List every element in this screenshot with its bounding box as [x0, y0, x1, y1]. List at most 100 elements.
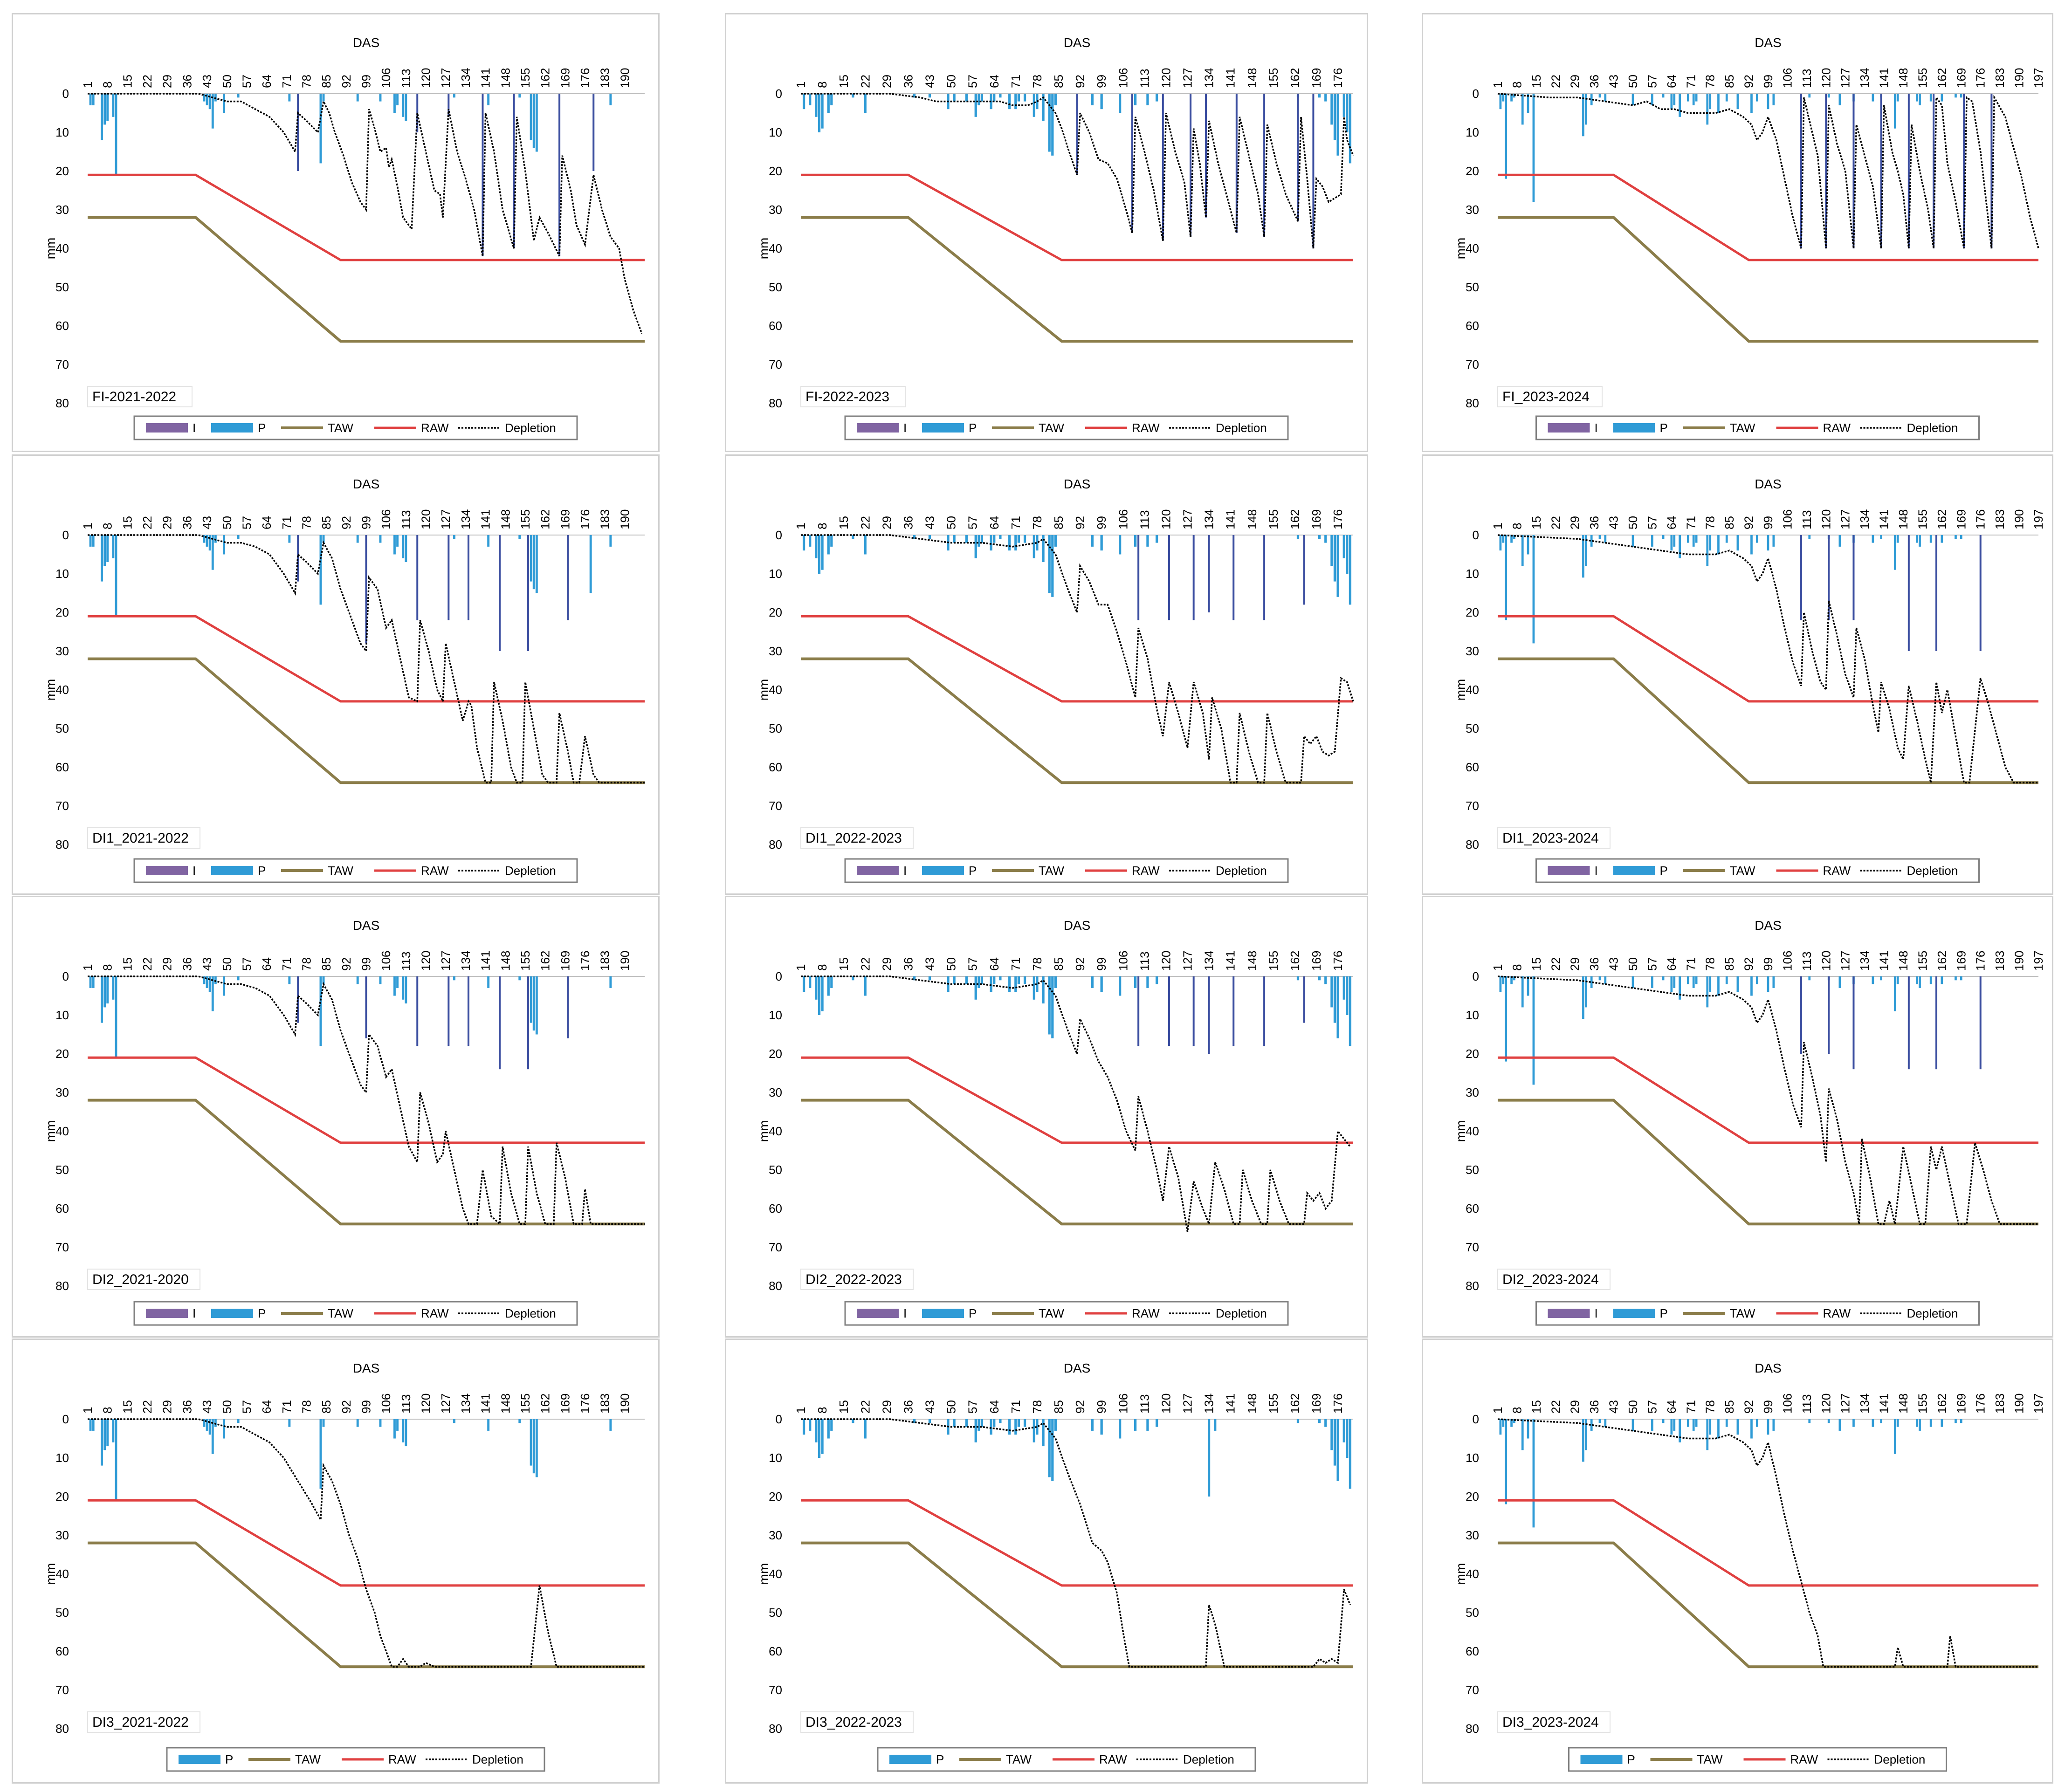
- precip-bar: [1750, 1419, 1753, 1439]
- x-tick-label: 64: [260, 75, 274, 88]
- irrigation-bar: [1990, 94, 1993, 248]
- precip-bar: [1051, 94, 1054, 156]
- y-axis-title: mm: [43, 238, 58, 260]
- x-tick-label: 1: [1491, 523, 1505, 529]
- legend-swatch-i: [146, 866, 188, 875]
- precip-bar: [288, 94, 291, 102]
- precip-bar: [402, 94, 405, 117]
- precip-bar: [1838, 1419, 1841, 1431]
- precip-bar: [827, 94, 830, 113]
- y-tick-label: 20: [55, 605, 69, 619]
- chart-svg: DAS 1 8 15 22 29 36 43 50 57 64 71 78 85 92 99 106 113 120…: [43, 35, 645, 440]
- precip-bar: [993, 535, 996, 543]
- depletion-line: [1497, 975, 2038, 1225]
- y-tick-label: 10: [1466, 567, 1479, 581]
- precip-bar: [1513, 976, 1515, 981]
- x-tick-label: 43: [1607, 75, 1621, 88]
- y-tick-label: 60: [55, 760, 69, 774]
- precip-bar: [206, 94, 208, 105]
- x-tick-label: 1: [81, 82, 95, 88]
- x-tick-label: 99: [359, 75, 373, 88]
- x-tick-label: 71: [1009, 75, 1023, 88]
- precip-bar: [821, 1419, 824, 1454]
- precip-bar: [237, 94, 240, 98]
- precip-bar: [1896, 94, 1899, 102]
- legend-label-p: P: [969, 421, 977, 435]
- precip-bar: [928, 94, 931, 98]
- x-tick-label: 8: [815, 82, 829, 88]
- x-tick-label: 15: [120, 516, 134, 529]
- x-tick-label: 106: [1116, 951, 1130, 971]
- y-tick-label: 40: [769, 1567, 782, 1581]
- precip-bar: [530, 976, 532, 1023]
- x-tick-label: 127: [439, 68, 453, 88]
- legend-label-raw: RAW: [1823, 1306, 1851, 1320]
- x-tick-label: 113: [1137, 1394, 1151, 1414]
- precip-bar: [1324, 535, 1327, 543]
- precip-bar: [1604, 94, 1607, 102]
- precip-bar: [1008, 976, 1011, 992]
- precip-bar: [1048, 535, 1051, 593]
- x-tick-label: 127: [1838, 951, 1852, 971]
- x-tick-label: 99: [359, 957, 373, 971]
- depletion-line: [801, 975, 1351, 1232]
- x-tick-label: 162: [538, 1394, 552, 1414]
- precip-bar: [821, 94, 824, 129]
- x-tick-label: 134: [1202, 951, 1216, 971]
- precip-bar: [530, 535, 532, 582]
- precip-bar: [1872, 94, 1874, 102]
- precip-bar: [89, 94, 92, 105]
- precip-bar: [379, 976, 382, 984]
- precip-bar: [223, 535, 226, 555]
- precip-bar: [1767, 976, 1769, 992]
- legend-label-p: P: [1660, 1306, 1668, 1320]
- x-tick-label: 127: [1181, 951, 1195, 971]
- x-tick-label: 36: [180, 1400, 194, 1414]
- precip-bar: [1134, 976, 1137, 988]
- raw-line: [1498, 1056, 2038, 1144]
- precip-bar: [223, 976, 226, 996]
- x-tick-label: 71: [1684, 516, 1698, 529]
- x-tick-label: 29: [1568, 75, 1582, 88]
- x-tick-label: 169: [1954, 1394, 1968, 1414]
- x-tick-label: 22: [140, 1400, 154, 1414]
- x-tick-label: 71: [1009, 516, 1023, 529]
- x-tick-label: 43: [1607, 1400, 1621, 1414]
- precip-bar: [1687, 976, 1689, 984]
- x-tick-label: 57: [240, 1400, 254, 1414]
- y-tick-label: 70: [1466, 1683, 1479, 1697]
- legend-label-raw: RAW: [421, 421, 449, 435]
- precip-bar: [396, 1419, 399, 1431]
- x-tick-label: 29: [160, 516, 174, 529]
- precip-bar: [1679, 976, 1681, 1000]
- legend-box: [133, 1301, 578, 1326]
- precip-bar: [396, 94, 399, 105]
- precip-bar: [1513, 1419, 1515, 1423]
- panel-title: DI3_2023-2024: [1502, 1715, 1599, 1730]
- precip-bar: [1521, 976, 1524, 1008]
- precip-bar: [965, 1419, 968, 1427]
- x-tick-label: 176: [1974, 1394, 1988, 1414]
- irrigation-bar: [1303, 535, 1305, 605]
- depletion-line: [801, 534, 1354, 783]
- x-tick-label: 8: [1510, 523, 1524, 529]
- y-tick-label: 20: [769, 605, 782, 619]
- precip-bar: [1880, 1419, 1883, 1423]
- x-tick-label: 120: [1819, 951, 1833, 971]
- x-tick-label: 92: [339, 1400, 353, 1414]
- panel-title: DI3_2021-2022: [92, 1715, 189, 1730]
- precip-bar: [211, 976, 214, 1011]
- precip-bar: [1318, 1419, 1321, 1423]
- precip-bar: [953, 976, 956, 984]
- x-tick-label: 1: [1491, 1407, 1505, 1414]
- precip-bar: [993, 976, 996, 984]
- depletion-line: [1497, 534, 2038, 783]
- legend-label-depletion: Depletion: [1907, 864, 1958, 878]
- x-axis-title: DAS: [1755, 35, 1782, 50]
- y-tick-label: 50: [1466, 1163, 1479, 1177]
- legend-swatch-p: [211, 1309, 253, 1318]
- precip-bar: [1750, 535, 1753, 555]
- x-tick-label: 120: [419, 1394, 433, 1414]
- y-tick-label: 80: [769, 396, 782, 410]
- precip-bar: [393, 976, 396, 996]
